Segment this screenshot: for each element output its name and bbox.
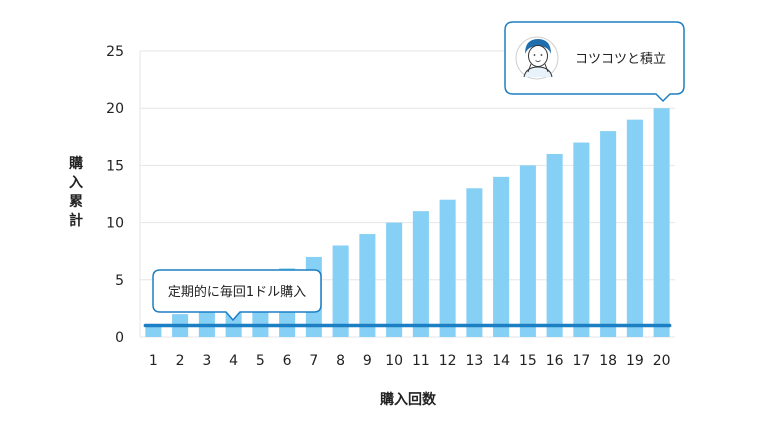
x-tick-label: 9 [363,353,372,369]
bar [145,325,162,337]
baseline-callout: 定期的に毎回1ドル購入 [152,269,322,322]
y-tick-label: 0 [115,330,124,346]
bar [386,222,403,337]
x-tick-label: 17 [572,353,590,369]
x-tick-label: 11 [412,353,430,369]
person-avatar-icon [515,36,559,80]
bar [546,153,563,337]
x-tick-label: 3 [202,353,211,369]
x-tick-label: 4 [229,353,238,369]
bar [466,188,483,337]
y-axis-title: 購入累計 [68,155,83,229]
x-tick-label: 14 [492,353,510,369]
baseline-callout-text: 定期的に毎回1ドル購入 [168,284,306,300]
bar [626,119,643,337]
bar [412,211,429,337]
x-tick-label: 6 [283,353,292,369]
x-tick-label: 7 [309,353,318,369]
y-tick-label: 15 [106,158,124,174]
top-callout-text: コツコツと積立 [575,52,666,67]
x-tick-label: 20 [653,353,671,369]
top-callout: コツコツと積立 [504,21,685,103]
bar [493,176,510,337]
x-tick-label: 19 [626,353,644,369]
y-axis-title-char: 累 [69,194,83,210]
y-tick-label: 20 [106,101,124,117]
y-tick-label: 10 [106,216,124,232]
x-tick-label: 1 [149,353,158,369]
x-tick-label: 16 [546,353,564,369]
y-axis-title-char: 計 [69,212,83,229]
baseline-callout-bubble [152,269,322,322]
x-tick-label: 8 [336,353,345,369]
x-tick-label: 13 [465,353,483,369]
y-tick-label: 25 [106,44,124,60]
y-axis-title-char: 購 [68,155,83,172]
x-tick-label: 5 [256,353,265,369]
y-axis-tick-labels: 0 5 10 15 20 25 [106,44,124,346]
bar [332,245,349,337]
bar [359,234,376,337]
x-tick-label: 10 [385,353,403,369]
y-axis-title-char: 入 [69,175,83,191]
bar [439,199,456,337]
bar [653,108,670,337]
bar [600,131,617,337]
x-tick-label: 2 [176,353,185,369]
x-tick-label: 18 [599,353,617,369]
x-tick-label: 12 [439,353,457,369]
bar [519,165,536,337]
x-axis-tick-labels: 1 2 3 4 5 6 7 8 9 10 11 12 13 14 15 16 17 18 19 20 [149,353,671,369]
x-axis-title: 購入回数 [379,391,437,408]
y-tick-label: 5 [115,273,124,289]
bar [573,142,590,337]
x-tick-label: 15 [519,353,537,369]
